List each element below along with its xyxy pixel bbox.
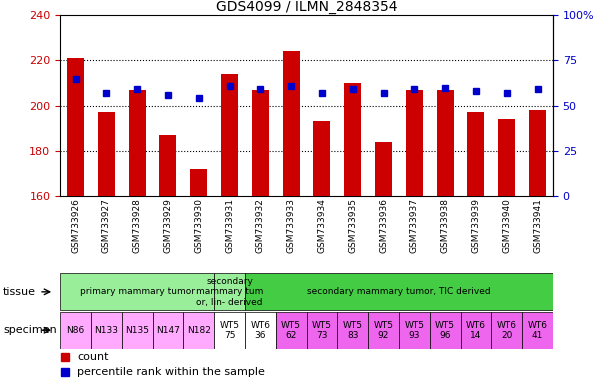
Bar [159,135,176,196]
Bar [307,312,337,349]
Bar [245,312,276,349]
Text: tissue: tissue [3,287,36,297]
Text: secondary mammary tumor, TIC derived: secondary mammary tumor, TIC derived [307,287,491,296]
Text: GSM733926: GSM733926 [71,198,80,253]
Text: GSM733928: GSM733928 [133,198,142,253]
Text: GSM733930: GSM733930 [194,198,203,253]
Bar [214,312,245,349]
Text: N86: N86 [66,326,85,335]
Text: percentile rank within the sample: percentile rank within the sample [78,367,265,377]
Text: N147: N147 [156,326,180,335]
Text: WT5
96: WT5 96 [435,321,455,340]
Title: GDS4099 / ILMN_2848354: GDS4099 / ILMN_2848354 [216,0,397,14]
Text: GSM733934: GSM733934 [317,198,326,253]
Bar [91,312,122,349]
Text: GSM733938: GSM733938 [441,198,450,253]
Bar [121,312,153,349]
Text: GSM733936: GSM733936 [379,198,388,253]
Bar [153,312,183,349]
Bar [375,142,392,196]
Bar [498,119,515,196]
Bar [60,312,91,349]
Text: GSM733932: GSM733932 [256,198,265,253]
Bar [282,51,299,196]
Bar [492,312,522,349]
Bar [529,110,546,196]
Text: WT5
75: WT5 75 [219,321,240,340]
Bar [399,312,430,349]
Text: GSM733931: GSM733931 [225,198,234,253]
Text: GSM733939: GSM733939 [471,198,480,253]
Text: WT5
93: WT5 93 [404,321,424,340]
Bar [406,90,423,196]
Bar [430,312,460,349]
Bar [245,273,553,310]
Text: count: count [78,352,109,362]
Bar [468,113,484,196]
Bar [337,312,368,349]
Bar [221,74,238,196]
Bar [129,90,145,196]
Bar [314,121,331,196]
Bar [60,273,214,310]
Text: GSM733929: GSM733929 [163,198,172,253]
Bar [183,312,214,349]
Text: WT6
20: WT6 20 [496,321,517,340]
Text: WT5
73: WT5 73 [312,321,332,340]
Text: specimen: specimen [3,325,56,335]
Text: N135: N135 [125,326,149,335]
Text: primary mammary tumor: primary mammary tumor [79,287,195,296]
Text: secondary
mammary tum
or, lin- derived: secondary mammary tum or, lin- derived [196,277,263,307]
Text: GSM733935: GSM733935 [348,198,357,253]
Bar [67,58,84,196]
Bar [191,169,207,196]
Text: GSM733933: GSM733933 [287,198,296,253]
Text: N182: N182 [187,326,210,335]
Text: GSM733927: GSM733927 [102,198,111,253]
Bar [276,312,307,349]
Text: GSM733937: GSM733937 [410,198,419,253]
Text: N133: N133 [94,326,118,335]
Text: WT6
36: WT6 36 [250,321,270,340]
Text: WT6
14: WT6 14 [466,321,486,340]
Bar [368,312,399,349]
Text: GSM733941: GSM733941 [533,198,542,253]
Bar [214,273,245,310]
Bar [98,113,115,196]
Bar [460,312,492,349]
Bar [344,83,361,196]
Bar [522,312,553,349]
Text: WT5
83: WT5 83 [343,321,363,340]
Bar [437,90,454,196]
Text: GSM733940: GSM733940 [502,198,511,253]
Text: WT6
41: WT6 41 [528,321,548,340]
Bar [252,90,269,196]
Text: WT5
62: WT5 62 [281,321,301,340]
Text: WT5
92: WT5 92 [373,321,394,340]
